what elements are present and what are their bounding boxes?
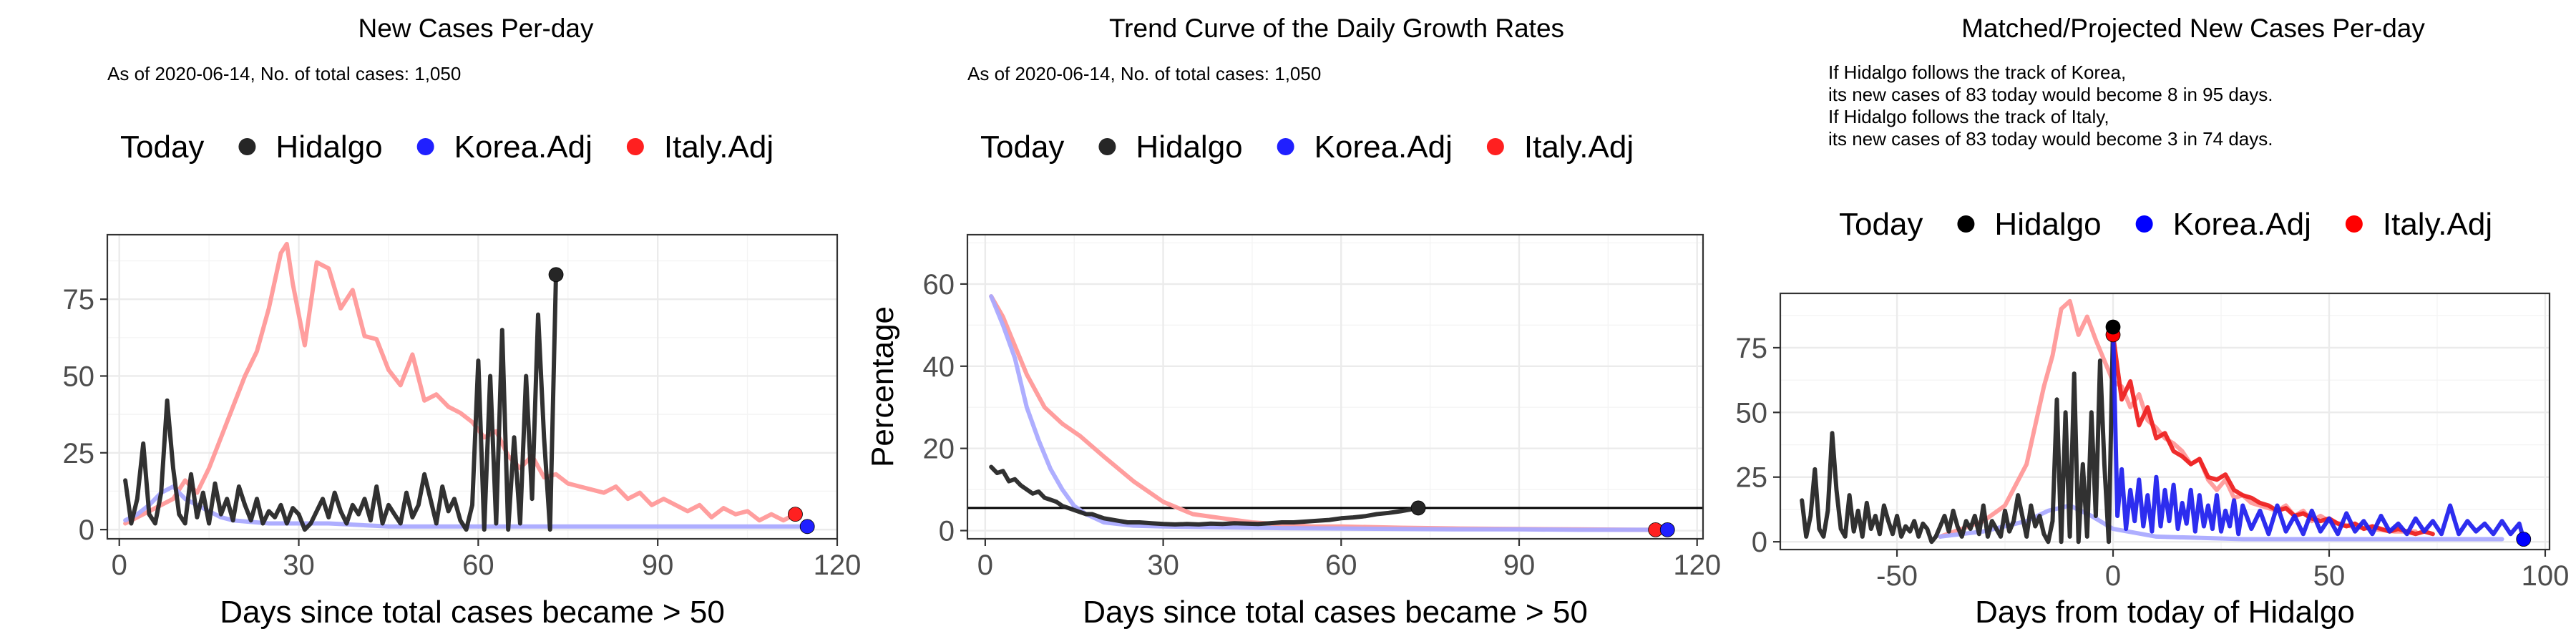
x-tick-label: 90: [1503, 550, 1536, 581]
chart-title: New Cases Per-day: [358, 14, 594, 43]
today-point: [2105, 319, 2121, 335]
x-tick-label: 100: [2522, 560, 2570, 592]
x-tick-label: 120: [1673, 550, 1721, 581]
chart-subtitle: As of 2020-06-14, No. of total cases: 1,…: [967, 63, 1321, 84]
legend-label: Hidalgo: [1994, 207, 2101, 242]
plot-frame: [1779, 292, 2551, 551]
legend-marker: [238, 138, 256, 155]
legend: Today Hidalgo Korea.Adj Italy.Adj: [980, 130, 1634, 165]
axis-ticks: 0 30 60 90 120 0 20 40 60: [923, 269, 1722, 581]
chart-panel-3: Matched/Projected New Cases Per-day If Hi…: [1736, 14, 2570, 630]
legend-title: Today: [980, 130, 1064, 165]
y-tick-label: 0: [939, 516, 955, 547]
x-tick-label: 90: [642, 550, 674, 581]
chart-subtitle-line: If Hidalgo follows the track of Korea,: [1828, 62, 2126, 83]
legend-marker: [1277, 138, 1294, 155]
legend-marker: [626, 138, 644, 155]
y-tick-label: 0: [1752, 527, 1767, 558]
series-group: [989, 294, 1670, 532]
plot-frame: [106, 233, 839, 540]
legend: Today Hidalgo Korea.Adj Italy.Adj: [120, 130, 774, 165]
x-axis-label: Days since total cases became > 50: [220, 595, 725, 630]
chart-panel-1: New Cases Per-day As of 2020-06-14, No. o…: [63, 14, 862, 630]
y-tick-label: 75: [63, 284, 95, 316]
x-tick-label: 50: [2313, 560, 2346, 592]
series-line: [2111, 332, 2435, 537]
today-point: [2516, 532, 2532, 547]
x-tick-label: 60: [1325, 550, 1357, 581]
chart-title: Trend Curve of the Daily Growth Rates: [1109, 14, 1564, 43]
legend-label: Hidalgo: [275, 130, 382, 165]
chart-subtitle-line: If Hidalgo follows the track of Italy,: [1828, 106, 2109, 127]
y-tick-label: 75: [1736, 333, 1768, 364]
legend-label: Hidalgo: [1136, 130, 1242, 165]
chart-subtitle-line: its new cases of 83 today would become 3…: [1828, 128, 2273, 150]
legend: Today Hidalgo Korea.Adj Italy.Adj: [1839, 207, 2492, 242]
chart-subtitle: As of 2020-06-14, No. of total cases: 1,…: [107, 63, 461, 84]
plot-area: [967, 235, 1703, 539]
legend-label: Korea.Adj: [1314, 130, 1453, 165]
today-point: [1410, 500, 1426, 516]
legend-marker: [1098, 138, 1116, 155]
y-tick-label: 25: [1736, 462, 1768, 494]
x-tick-label: -50: [1876, 560, 1918, 592]
series-line: [989, 294, 1670, 532]
legend-marker: [2345, 215, 2363, 233]
x-tick-label: 30: [1147, 550, 1179, 581]
series-line: [989, 464, 1421, 527]
plot-frame: [966, 233, 1704, 540]
series-line: [123, 272, 558, 532]
y-tick-label: 0: [79, 514, 94, 546]
legend-title: Today: [120, 130, 204, 165]
plot-area: [1780, 293, 2550, 550]
series-line: [1800, 325, 2115, 545]
y-tick-label: 60: [923, 269, 955, 301]
legend-marker: [2135, 215, 2153, 233]
x-tick-label: 0: [2105, 560, 2121, 592]
legend-marker: [1486, 138, 1504, 155]
chart-title: Matched/Projected New Cases Per-day: [1961, 14, 2425, 43]
legend-label: Italy.Adj: [1524, 130, 1634, 165]
x-axis-label: Days from today of Hidalgo: [1975, 595, 2355, 630]
legend-label: Korea.Adj: [454, 130, 592, 165]
today-point: [799, 519, 815, 535]
x-tick-label: 60: [462, 550, 494, 581]
x-axis-label: Days since total cases became > 50: [1083, 595, 1588, 630]
today-point: [1659, 522, 1675, 537]
x-tick-label: 0: [112, 550, 127, 581]
legend-label: Italy.Adj: [2383, 207, 2492, 242]
series-line: [123, 241, 798, 526]
series-line: [2111, 325, 2526, 542]
today-point: [788, 507, 803, 522]
series-line: [1938, 503, 2504, 542]
x-tick-label: 120: [814, 550, 862, 581]
legend-label: Italy.Adj: [664, 130, 774, 165]
series-group: [123, 241, 810, 532]
y-tick-label: 50: [63, 361, 95, 392]
chart-panel-2: Trend Curve of the Daily Growth Rates As …: [865, 14, 1721, 630]
axis-ticks: 0 30 60 90 120 0 25 50 75: [63, 284, 862, 581]
y-tick-label: 20: [923, 434, 955, 465]
y-tick-label: 40: [923, 351, 955, 383]
legend-title: Today: [1839, 207, 1923, 242]
x-tick-label: 30: [283, 550, 315, 581]
today-point: [548, 267, 564, 283]
legend-marker: [1957, 215, 1975, 233]
y-axis-label: Percentage: [865, 306, 900, 467]
axis-ticks: -50 0 50 100 0 25 50 75: [1736, 333, 2570, 592]
legend-marker: [416, 138, 434, 155]
y-tick-label: 50: [1736, 397, 1768, 429]
x-tick-label: 0: [977, 550, 993, 581]
gridlines: [1780, 293, 2550, 550]
y-tick-label: 25: [63, 438, 95, 469]
legend-label: Korea.Adj: [2173, 207, 2311, 242]
series-group: [1800, 298, 2526, 545]
chart-subtitle-line: its new cases of 83 today would become 8…: [1828, 84, 2273, 105]
